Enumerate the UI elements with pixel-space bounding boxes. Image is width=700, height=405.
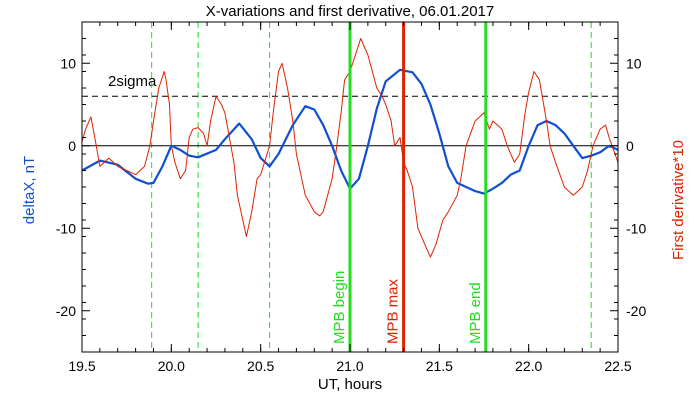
series-line-1: [81, 38, 619, 258]
y-tick-label-right-3: 10: [626, 55, 642, 71]
threshold-label: 2sigma: [108, 73, 157, 90]
y-tick-label-left-3: 10: [60, 55, 76, 71]
y-tick-label-left-1: -10: [56, 220, 76, 236]
y-tick-label-right-0: -20: [626, 303, 646, 319]
y-axis-label-left: deltaX, nT: [21, 156, 38, 224]
x-tick-label-6: 22.5: [604, 358, 631, 374]
y-axis-label-right: First derivative*10: [670, 140, 687, 260]
chart-title: X-variations and first derivative, 06.01…: [206, 3, 495, 20]
x-tick-label-4: 21.5: [426, 358, 453, 374]
y-tick-label-right-1: -10: [626, 220, 646, 236]
series-line-0: [81, 68, 619, 195]
marker-label-0: MPB begin: [331, 271, 348, 344]
marker-label-1: MPB max: [385, 278, 402, 344]
y-tick-label-right-2: 0: [626, 138, 634, 154]
x-tick-label-3: 21.0: [336, 358, 363, 374]
x-tick-label-5: 22.0: [515, 358, 542, 374]
x-tick-label-2: 20.5: [247, 358, 274, 374]
plot-layer: MPB begin MPB max MPB end 19.5 20.0 20.5 21.0 2…: [56, 21, 646, 374]
x-tick-label-1: 20.0: [158, 358, 185, 374]
y-tick-label-left-0: -20: [56, 303, 76, 319]
y-tick-label-left-2: 0: [68, 138, 76, 154]
x-tick-label-0: 19.5: [68, 358, 95, 374]
marker-label-2: MPB end: [467, 282, 484, 344]
x-axis-label: UT, hours: [318, 376, 382, 393]
